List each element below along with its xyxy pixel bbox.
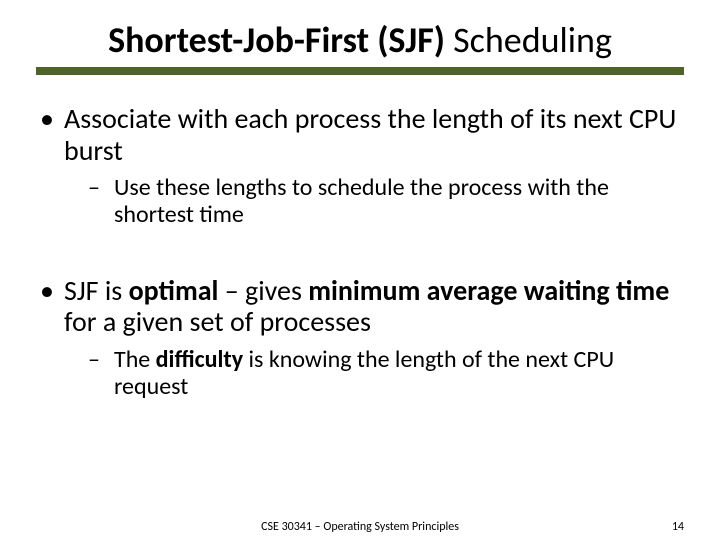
title-regular: Scheduling — [445, 18, 612, 62]
footer-page-number: 14 — [672, 520, 684, 534]
bullet-2: SJF is optimal – gives minimum average w… — [36, 275, 684, 400]
slide-title: Shortest-Job-First (SJF) Scheduling — [36, 20, 684, 61]
bullet-1-sub: Use these lengths to schedule the proces… — [64, 174, 684, 229]
bullet-2-sub-1-text: The difficulty is knowing the length of … — [114, 345, 614, 401]
bullet-1: Associate with each process the length o… — [36, 103, 684, 228]
bullet-1-sub-1-text: Use these lengths to schedule the proces… — [114, 173, 609, 229]
bullet-2-text: SJF is optimal – gives minimum average w… — [64, 273, 669, 339]
title-rule — [36, 67, 684, 75]
footer-course: CSE 30341 – Operating System Principles — [261, 520, 459, 534]
bullet-1-sub-1: Use these lengths to schedule the proces… — [88, 174, 684, 229]
bullet-1-text: Associate with each process the length o… — [64, 101, 676, 167]
spacer — [36, 239, 684, 275]
bullet-2-sub-1: The difficulty is knowing the length of … — [88, 346, 684, 401]
bullet-2-sub: The difficulty is knowing the length of … — [64, 346, 684, 401]
bullet-list: Associate with each process the length o… — [36, 103, 684, 228]
bullet-list-2: SJF is optimal – gives minimum average w… — [36, 275, 684, 400]
title-bold: Shortest-Job-First (SJF) — [108, 18, 445, 62]
slide: Shortest-Job-First (SJF) Scheduling Asso… — [0, 0, 720, 540]
